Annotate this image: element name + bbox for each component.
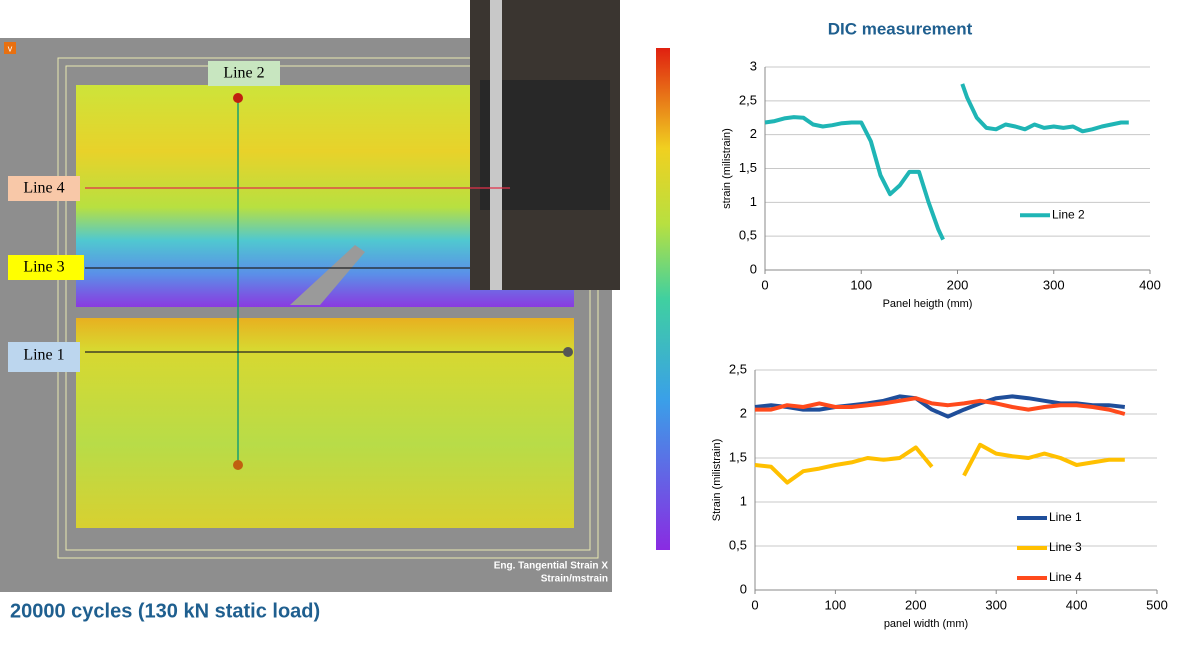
line-label: Line 4 bbox=[23, 180, 64, 197]
crack bbox=[290, 245, 365, 305]
y-tick-label: 0 bbox=[750, 261, 757, 276]
y-tick-label: 0,5 bbox=[729, 537, 747, 552]
x-tick-label: 400 bbox=[1066, 597, 1088, 612]
colorbar-tick-label: 0.4 bbox=[634, 478, 648, 489]
lower-panel bbox=[76, 318, 574, 528]
y-axis-label: strain (milistrain) bbox=[721, 128, 733, 209]
x-tick-label: 300 bbox=[1043, 277, 1065, 292]
y-tick-label: 1,5 bbox=[739, 160, 757, 175]
icon: v bbox=[8, 43, 13, 53]
x-tick-label: 200 bbox=[947, 277, 969, 292]
x-tick-label: 300 bbox=[985, 597, 1007, 612]
x-tick-label: 200 bbox=[905, 597, 927, 612]
colorbar-label: Eng. Tangential Strain X bbox=[494, 561, 609, 572]
legend-label: Line 3 bbox=[1049, 540, 1082, 554]
point bbox=[233, 460, 243, 470]
colorbar-tick-label: 0.0 bbox=[634, 545, 648, 556]
colorbar-tick-label: 1.4 bbox=[634, 310, 648, 321]
x-axis-label: Panel heigth (mm) bbox=[883, 298, 973, 310]
colorbar-tick-label: 2.2 bbox=[634, 177, 648, 188]
point bbox=[233, 93, 243, 103]
colorbar-tick-label: 0.8 bbox=[634, 411, 648, 422]
series-line bbox=[754, 442, 1125, 485]
colorbar-tick-label: 2.4 bbox=[634, 143, 648, 154]
y-tick-label: 3 bbox=[750, 58, 757, 73]
y-axis-label: Strain (milistrain) bbox=[711, 439, 723, 522]
y-tick-label: 1,5 bbox=[729, 449, 747, 464]
colorbar-tick-label: 1.6 bbox=[634, 277, 648, 288]
frame bbox=[65, 65, 591, 551]
colorbar-tick-label: 3.0 bbox=[634, 43, 648, 54]
colorbar-tick-label: 2.8 bbox=[634, 76, 648, 87]
y-tick-label: 2,5 bbox=[729, 361, 747, 376]
label-box bbox=[208, 61, 280, 86]
colorbar-unit: Strain/mstrain bbox=[541, 574, 608, 585]
line-label: Line 1 bbox=[23, 347, 64, 364]
x-tick-label: 0 bbox=[751, 597, 758, 612]
colorbar-tick-label: 1.0 bbox=[634, 377, 648, 388]
x-tick-label: 100 bbox=[825, 597, 847, 612]
y-tick-label: 1 bbox=[750, 194, 757, 209]
colorbar-tick-label: 1.2 bbox=[634, 344, 648, 355]
colorbar-tick-label: 1.8 bbox=[634, 243, 648, 254]
y-tick-label: 0,5 bbox=[739, 228, 757, 243]
x-tick-label: 100 bbox=[850, 277, 872, 292]
colorbar-tick-label: 2.6 bbox=[634, 110, 648, 121]
series-line bbox=[764, 83, 1129, 241]
colorbar-tick-label: 0.2 bbox=[634, 511, 648, 522]
icon-box bbox=[4, 42, 16, 54]
y-tick-label: 2 bbox=[740, 405, 747, 420]
label-box bbox=[8, 255, 84, 280]
title: DIC measurement bbox=[828, 19, 973, 38]
legend-label: Line 1 bbox=[1049, 510, 1082, 524]
label-box bbox=[8, 176, 80, 201]
line-label: Line 3 bbox=[23, 259, 64, 276]
caption: 20000 cycles (130 kN static load) bbox=[10, 600, 320, 622]
x-tick-label: 0 bbox=[761, 277, 768, 292]
frame bbox=[57, 57, 599, 559]
legend-label: Line 2 bbox=[1052, 207, 1085, 221]
photo-detail bbox=[490, 0, 502, 290]
series-line bbox=[755, 396, 1126, 416]
x-tick-label: 500 bbox=[1146, 597, 1168, 612]
label-box bbox=[8, 342, 80, 372]
line-label: Line 2 bbox=[223, 65, 264, 82]
colorbar-tick-label: 2.0 bbox=[634, 210, 648, 221]
colorbar-tick-label: 0.6 bbox=[634, 444, 648, 455]
y-tick-label: 2,5 bbox=[739, 92, 757, 107]
y-tick-label: 1 bbox=[740, 493, 747, 508]
y-tick-label: 2 bbox=[750, 126, 757, 141]
colorbar bbox=[656, 48, 670, 550]
x-tick-label: 400 bbox=[1139, 277, 1161, 292]
y-tick-label: 0 bbox=[740, 581, 747, 596]
point bbox=[563, 347, 573, 357]
x-axis-label: panel width (mm) bbox=[884, 618, 968, 630]
legend-label: Line 4 bbox=[1049, 570, 1082, 584]
